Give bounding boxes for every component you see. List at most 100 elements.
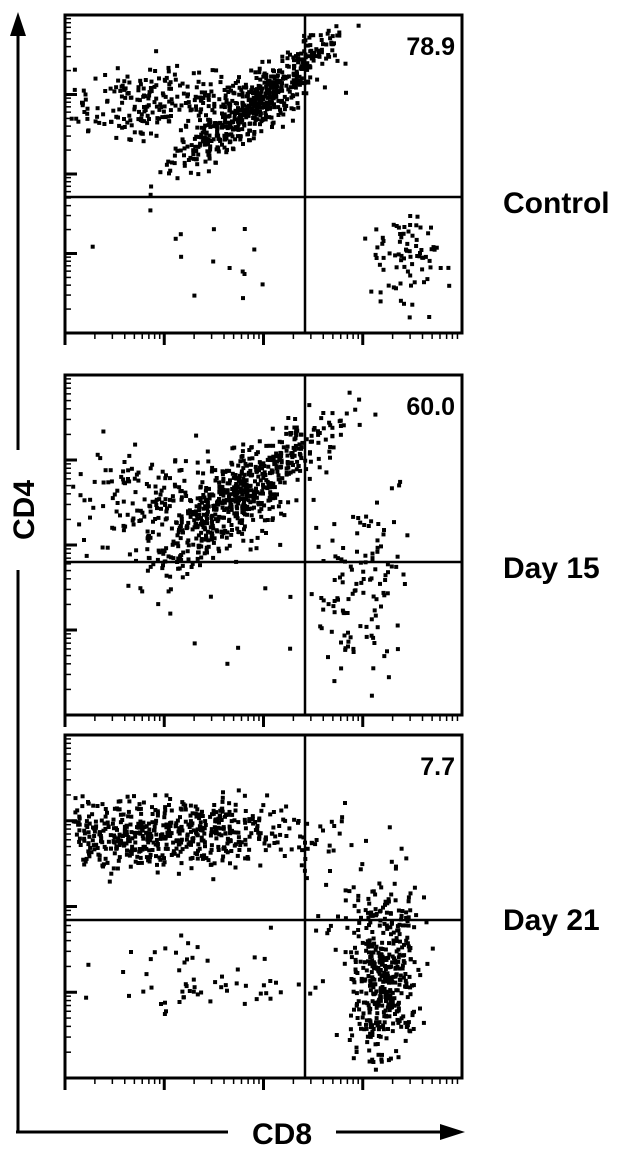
event-dot <box>271 91 276 96</box>
event-dot <box>240 488 245 493</box>
event-dot <box>87 834 92 839</box>
event-dot <box>137 98 142 103</box>
event-dot <box>395 623 400 628</box>
event-dot <box>147 90 152 95</box>
event-dot <box>255 535 260 540</box>
event-dot <box>118 513 122 518</box>
event-dot <box>205 512 210 517</box>
event-dot <box>242 472 247 477</box>
event-dot <box>235 125 240 129</box>
event-dot <box>156 515 161 520</box>
event-dot <box>330 433 335 438</box>
event-dot <box>414 223 419 228</box>
event-dot <box>180 563 185 568</box>
event-dot <box>274 94 279 99</box>
event-dot <box>324 470 329 475</box>
event-dot <box>404 985 409 989</box>
event-dot <box>103 73 108 77</box>
event-dot <box>160 522 165 527</box>
event-dot <box>390 990 395 995</box>
event-dot <box>175 94 180 99</box>
event-dot <box>397 982 402 987</box>
event-dot <box>138 806 143 811</box>
event-dot <box>201 471 206 476</box>
event-dot <box>398 232 403 236</box>
event-dot <box>220 505 225 510</box>
event-dot <box>163 497 168 502</box>
event-dot <box>370 930 375 934</box>
event-dot <box>314 928 319 933</box>
event-dot <box>394 265 399 270</box>
event-dot <box>372 1000 377 1005</box>
event-dot <box>109 119 114 124</box>
event-dot <box>330 411 335 416</box>
event-dot <box>375 625 380 630</box>
event-dot <box>186 941 191 946</box>
event-dot <box>82 862 87 867</box>
event-dot <box>82 831 87 836</box>
event-dot <box>253 117 258 122</box>
event-dot <box>378 946 383 951</box>
event-dot <box>211 811 216 816</box>
event-dot <box>399 235 404 240</box>
event-dot <box>397 922 402 927</box>
event-dot <box>221 524 226 529</box>
event-dot <box>319 596 324 600</box>
event-dot <box>389 964 394 969</box>
event-dot <box>394 939 399 943</box>
event-dot <box>286 500 291 505</box>
event-dot <box>266 464 271 469</box>
event-dot <box>121 528 126 533</box>
event-dot <box>285 50 290 55</box>
event-dot <box>161 93 166 98</box>
event-dot <box>218 515 223 520</box>
event-dot <box>150 110 155 115</box>
event-dot <box>305 43 310 48</box>
event-dot <box>361 590 366 595</box>
event-dot <box>374 944 379 949</box>
event-dot <box>257 66 262 71</box>
event-dot <box>379 1059 384 1064</box>
event-dot <box>209 139 214 143</box>
event-dot <box>408 1029 413 1034</box>
event-dot <box>386 1002 391 1007</box>
event-dot <box>148 509 153 514</box>
event-dot <box>148 855 152 860</box>
event-dot <box>354 991 359 996</box>
event-dot <box>155 809 160 814</box>
event-dot <box>278 78 283 83</box>
event-dot <box>154 497 159 502</box>
event-dot <box>222 115 227 119</box>
event-dot <box>205 529 210 534</box>
event-dot <box>345 925 350 930</box>
event-dot <box>373 892 378 897</box>
event-dot <box>177 513 182 518</box>
event-dot <box>267 78 272 83</box>
event-dot <box>142 105 146 109</box>
event-dot <box>285 453 290 458</box>
event-dot <box>296 982 301 987</box>
event-dot <box>340 580 345 585</box>
event-dot <box>204 486 209 490</box>
event-dot <box>307 35 312 40</box>
event-dot <box>247 507 251 511</box>
event-dot <box>177 831 182 836</box>
event-dot <box>330 34 335 39</box>
event-dot <box>237 473 242 478</box>
event-dot <box>177 838 182 843</box>
event-dot <box>274 980 278 985</box>
event-dot <box>94 842 99 847</box>
event-dot <box>245 487 250 492</box>
event-dot <box>162 860 167 865</box>
event-dot <box>370 975 375 980</box>
event-dot <box>353 967 358 972</box>
event-dot <box>314 838 319 842</box>
event-dot <box>284 472 289 477</box>
event-dot <box>351 650 356 654</box>
event-dot <box>150 848 155 852</box>
event-dot <box>402 582 407 586</box>
event-dot <box>183 803 188 808</box>
event-dot <box>275 840 280 845</box>
event-dot <box>408 891 413 896</box>
event-dot <box>380 940 385 945</box>
